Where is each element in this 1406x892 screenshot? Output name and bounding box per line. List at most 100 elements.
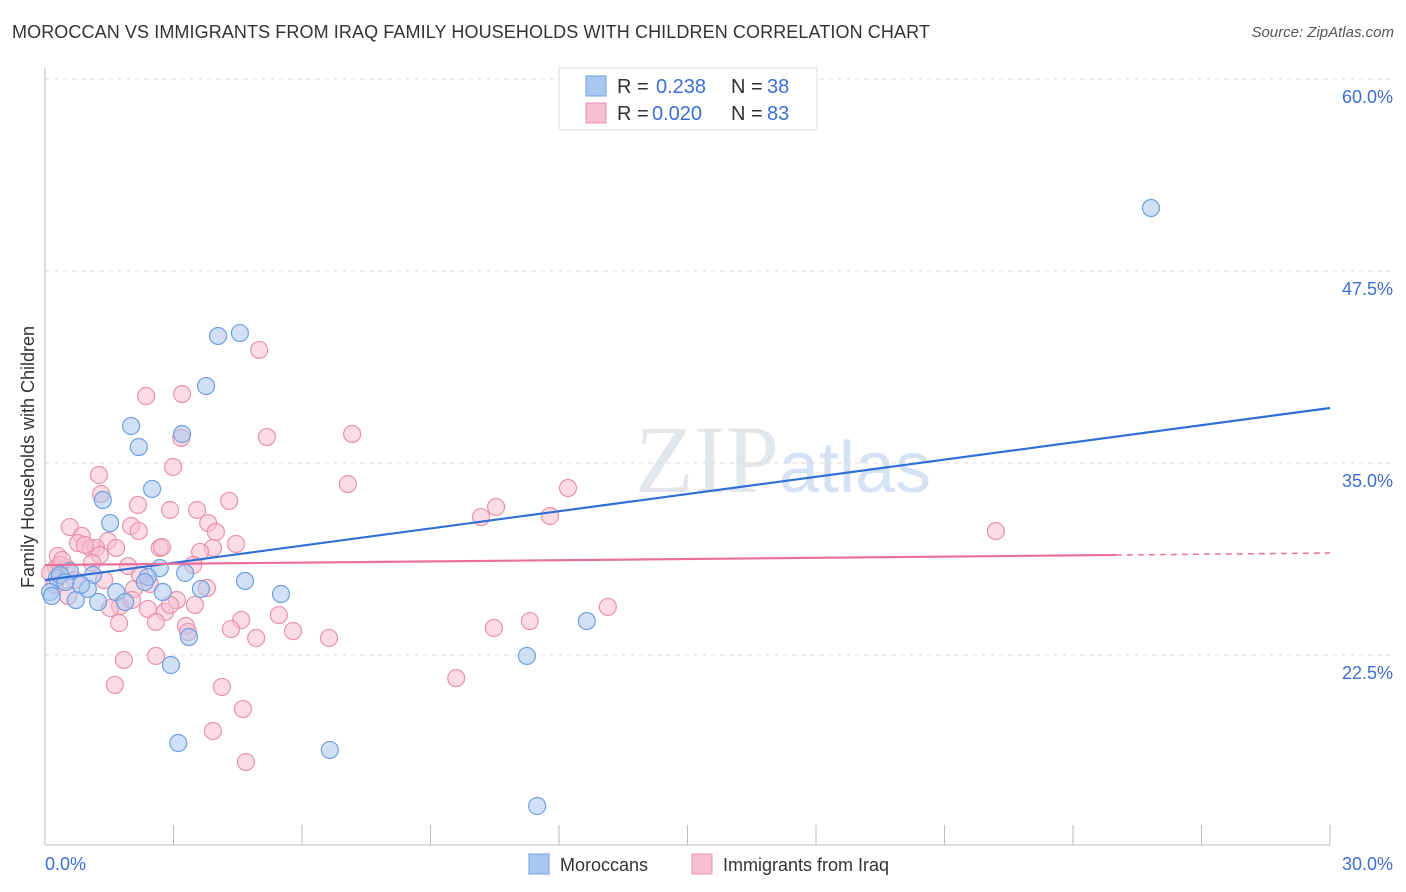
point-moroccans — [179, 627, 199, 647]
point-iraq — [212, 677, 232, 697]
r-label: R = — [617, 76, 649, 98]
point-iraq — [107, 538, 126, 558]
legend-swatch-blue — [585, 75, 607, 97]
point-moroccans — [235, 571, 255, 591]
n-value-iraq: 83 — [767, 103, 789, 125]
point-iraq — [146, 612, 166, 632]
point-moroccans — [153, 582, 172, 602]
n-label: N = — [731, 103, 763, 125]
legend-label-iraq: Immigrants from Iraq — [723, 855, 889, 875]
chart-title: MOROCCAN VS IMMIGRANTS FROM IRAQ FAMILY … — [12, 22, 930, 42]
point-iraq — [283, 621, 303, 641]
point-moroccans — [89, 592, 108, 612]
point-iraq — [136, 386, 156, 406]
n-label: N = — [731, 76, 763, 98]
watermark-zip: ZIP — [635, 406, 779, 513]
point-moroccans — [71, 575, 91, 595]
y-tick-label: 47.5% — [1342, 279, 1393, 299]
point-moroccans — [577, 611, 596, 631]
legend-swatch-moroccans — [528, 853, 550, 875]
point-iraq — [319, 628, 339, 648]
point-iraq — [269, 605, 288, 625]
point-moroccans — [142, 479, 162, 499]
point-moroccans — [528, 796, 547, 816]
point-iraq — [247, 628, 266, 648]
x-tick-label-min: 0.0% — [45, 854, 86, 874]
point-iraq — [206, 522, 226, 542]
point-moroccans — [175, 563, 195, 583]
point-iraq — [447, 668, 466, 688]
trendline-iraq — [44, 553, 1116, 567]
point-iraq — [172, 384, 192, 404]
point-iraq — [75, 535, 94, 555]
trendline-moroccans — [44, 406, 1331, 582]
point-iraq — [520, 611, 539, 631]
point-iraq — [105, 675, 124, 695]
point-iraq — [540, 506, 560, 526]
point-moroccans — [208, 326, 228, 346]
point-moroccans — [121, 416, 141, 436]
point-iraq — [187, 500, 207, 520]
point-moroccans — [101, 513, 120, 533]
point-moroccans — [93, 490, 112, 510]
trendline-iraq-extension — [1115, 552, 1331, 556]
point-iraq — [598, 597, 617, 617]
n-value-moroccans: 38 — [767, 76, 789, 98]
point-iraq — [128, 495, 148, 515]
point-iraq — [220, 491, 239, 511]
point-iraq — [152, 537, 172, 557]
point-iraq — [236, 752, 255, 772]
series-legend: Moroccans Immigrants from Iraq — [528, 853, 889, 875]
point-iraq — [114, 650, 133, 670]
legend-label-moroccans: Moroccans — [560, 855, 648, 875]
point-iraq — [558, 478, 578, 498]
source-label: Source: ZipAtlas.com — [1251, 24, 1394, 41]
point-iraq — [986, 521, 1006, 541]
point-moroccans — [135, 572, 154, 592]
legend-swatch-pink — [585, 102, 607, 124]
point-moroccans — [129, 437, 148, 457]
point-iraq — [221, 619, 240, 639]
point-iraq — [203, 721, 223, 741]
point-moroccans — [191, 579, 211, 599]
x-tick-label-max: 30.0% — [1342, 854, 1393, 874]
y-tick-label: 35.0% — [1342, 471, 1393, 491]
y-axis-title: Family Households with Children — [18, 326, 38, 588]
point-moroccans — [169, 733, 188, 753]
point-moroccans — [42, 586, 61, 606]
point-iraq — [484, 618, 503, 638]
y-tick-label: 60.0% — [1342, 87, 1393, 107]
point-iraq — [146, 646, 166, 666]
legend-swatch-iraq — [691, 853, 713, 875]
point-moroccans — [517, 646, 536, 666]
point-moroccans — [172, 424, 192, 444]
watermark: ZIPatlas — [635, 406, 931, 513]
point-iraq — [160, 500, 180, 520]
point-moroccans — [196, 376, 216, 396]
point-iraq — [257, 427, 276, 447]
stats-legend: R = 0.238 N = 38 R = 0.020 N = 83 — [558, 67, 818, 131]
watermark-atlas: atlas — [779, 428, 931, 508]
point-iraq — [338, 474, 357, 494]
point-moroccans — [320, 740, 339, 760]
r-label: R = — [617, 103, 649, 125]
point-iraq — [226, 534, 246, 554]
point-moroccans — [1141, 198, 1161, 218]
point-iraq — [250, 340, 269, 360]
point-iraq — [343, 424, 362, 444]
point-iraq — [486, 497, 506, 517]
r-value-moroccans: 0.238 — [656, 76, 706, 98]
point-moroccans — [271, 584, 291, 604]
r-value-iraq: 0.020 — [652, 103, 702, 125]
point-iraq — [138, 599, 157, 619]
point-iraq — [163, 457, 183, 477]
y-tick-label: 22.5% — [1342, 663, 1393, 683]
point-iraq — [89, 465, 109, 485]
point-iraq — [129, 521, 148, 541]
point-iraq — [185, 595, 205, 615]
point-moroccans — [161, 655, 181, 675]
point-iraq — [233, 699, 252, 719]
point-moroccans — [230, 323, 249, 343]
